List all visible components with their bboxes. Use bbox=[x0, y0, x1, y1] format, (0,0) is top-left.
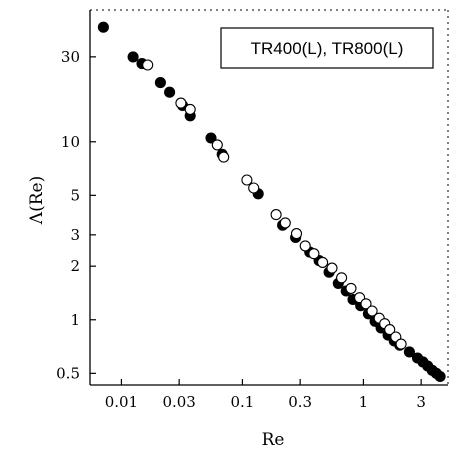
data-point-open bbox=[279, 217, 291, 229]
data-point-open bbox=[360, 298, 372, 310]
data-point-filled bbox=[205, 132, 217, 144]
data-point-open bbox=[184, 103, 196, 115]
x-tick-label: 0.03 bbox=[162, 393, 195, 411]
data-point-filled bbox=[127, 51, 139, 63]
data-point-filled bbox=[154, 77, 166, 89]
data-point-open bbox=[336, 272, 348, 284]
y-tick-label: 30 bbox=[61, 48, 80, 66]
data-point-filled bbox=[434, 370, 446, 383]
legend: TR400(L), TR800(L) bbox=[220, 27, 434, 69]
y-tick-label: 10 bbox=[61, 133, 80, 151]
x-axis-label: Re bbox=[262, 430, 285, 450]
y-tick-label: 0.5 bbox=[56, 364, 80, 382]
data-point-filled bbox=[403, 346, 415, 358]
y-axis-label: Λ(Re) bbox=[27, 176, 47, 225]
x-tick-label: 0.1 bbox=[230, 393, 254, 411]
x-tick-label: 3 bbox=[416, 393, 426, 411]
data-point-open bbox=[142, 59, 154, 71]
data-point-open bbox=[290, 228, 303, 240]
legend-label: TR400(L), TR800(L) bbox=[251, 39, 404, 58]
data-point-filled bbox=[164, 86, 176, 98]
x-tick-label: 0.01 bbox=[105, 393, 138, 411]
data-points bbox=[97, 21, 446, 383]
y-tick-label: 5 bbox=[70, 186, 80, 204]
data-point-open bbox=[345, 282, 357, 294]
data-point-open bbox=[211, 139, 223, 151]
y-tick-label: 1 bbox=[70, 311, 80, 329]
data-point-open bbox=[270, 209, 282, 221]
data-point-open bbox=[308, 248, 320, 260]
y-tick-label: 2 bbox=[70, 257, 80, 275]
data-point-open bbox=[218, 151, 230, 163]
data-point-open bbox=[241, 174, 253, 186]
data-point-open bbox=[317, 256, 329, 268]
data-point-open bbox=[326, 262, 338, 274]
data-point-open bbox=[384, 324, 396, 336]
axes: 0.01 0.03 0.1 0.3 1 3 0.5 1 2 3 5 10 30 bbox=[56, 9, 449, 411]
y-tick-label: 3 bbox=[70, 226, 80, 244]
data-point-open bbox=[366, 305, 378, 317]
data-point-open bbox=[248, 182, 260, 194]
legend-box bbox=[220, 27, 434, 69]
data-point-open bbox=[299, 240, 311, 252]
data-point-filled bbox=[97, 21, 109, 33]
data-point-open bbox=[175, 97, 187, 109]
x-tick-label: 0.3 bbox=[288, 393, 312, 411]
data-point-open bbox=[395, 338, 407, 350]
x-tick-label: 1 bbox=[359, 393, 369, 411]
